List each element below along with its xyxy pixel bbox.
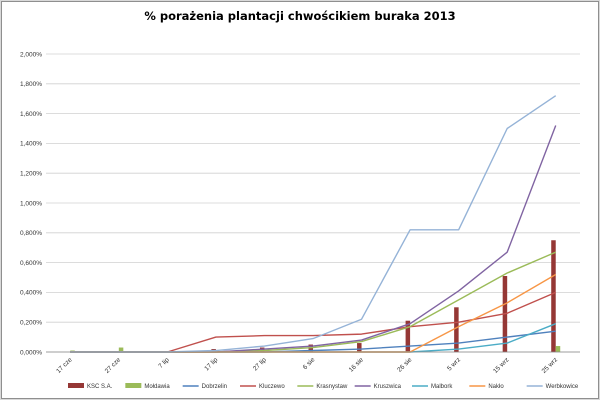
bar-ksc-s-a bbox=[405, 320, 411, 352]
x-tick-label: 27 lip bbox=[252, 356, 268, 372]
bar-moldawia bbox=[70, 350, 75, 352]
y-tick-label: 0,400% bbox=[20, 290, 42, 297]
x-tick-label: 17 lip bbox=[203, 356, 219, 372]
legend-label-dobrzelin: Dobrzelin bbox=[202, 384, 227, 390]
x-tick-label: 26 sie bbox=[396, 356, 413, 373]
gridlines bbox=[46, 53, 580, 353]
bar-ksc-s-a bbox=[454, 307, 459, 352]
bar-moldawia bbox=[555, 346, 561, 352]
y-tick-label: 0,600% bbox=[20, 260, 42, 267]
y-tick-label: 1,800% bbox=[20, 81, 42, 88]
bar-moldawia bbox=[118, 347, 124, 352]
bar-ksc-s-a bbox=[551, 240, 556, 352]
y-tick-label: 0,800% bbox=[20, 230, 42, 237]
y-tick-label: 2,000% bbox=[20, 51, 42, 58]
x-tick-label: 25 wrz bbox=[541, 356, 559, 374]
legend-label-kluczewo: Kluczewo bbox=[259, 384, 285, 390]
y-tick-label: 1,000% bbox=[20, 200, 42, 207]
y-tick-label: 0,200% bbox=[20, 320, 42, 327]
x-tick-label: 16 sie bbox=[348, 356, 365, 373]
legend-swatch-ksc-s-a bbox=[68, 383, 84, 388]
y-tick-label: 1,200% bbox=[20, 171, 42, 178]
legend-swatch-moldawia bbox=[125, 383, 142, 388]
y-tick-label: 1,400% bbox=[20, 141, 42, 148]
x-tick-label: 27 cze bbox=[104, 356, 123, 375]
legend-label-moldawia: Mołdawia bbox=[144, 384, 170, 390]
legend-label-ksc-s-a: KSC S.A. bbox=[87, 384, 113, 390]
x-tick-label: 17 cze bbox=[55, 356, 74, 375]
x-tick-label: 5 wrz bbox=[446, 356, 462, 372]
line-series-group bbox=[70, 95, 557, 353]
legend-label-naklo: Nakło bbox=[488, 384, 504, 390]
bar-ksc-s-a bbox=[357, 343, 362, 352]
legend-label-malbork: Malbork bbox=[431, 384, 453, 390]
chart-title: % porażenia plantacji chwościkiem buraka… bbox=[144, 9, 455, 23]
legend-label-krasnystaw: Krasnystaw bbox=[316, 384, 348, 390]
x-tick-label: 15 wrz bbox=[492, 356, 510, 374]
legend-label-werbkowice: Werbkowice bbox=[546, 384, 579, 390]
y-axis-ticks: 0,000% 0,200% 0,400% 0,600% 0,800% 1,000% 1,20… bbox=[20, 51, 42, 356]
x-tick-label: 6 sie bbox=[302, 356, 317, 371]
x-tick-label: 7 lip bbox=[157, 356, 171, 370]
legend-label-kruszwica: Kruszwica bbox=[374, 384, 402, 390]
y-tick-label: 0,000% bbox=[20, 349, 42, 356]
x-axis-ticks: 17 cze 27 cze 7 lip 17 lip 27 lip 6 sie 16 sie… bbox=[55, 356, 559, 375]
line-werbkowice bbox=[70, 95, 557, 353]
line-krasnystaw bbox=[70, 251, 557, 353]
legend: KSC S.A. Mołdawia Dobrzelin Kluczewo Krasnys… bbox=[68, 383, 579, 390]
y-tick-label: 1,600% bbox=[20, 111, 42, 118]
